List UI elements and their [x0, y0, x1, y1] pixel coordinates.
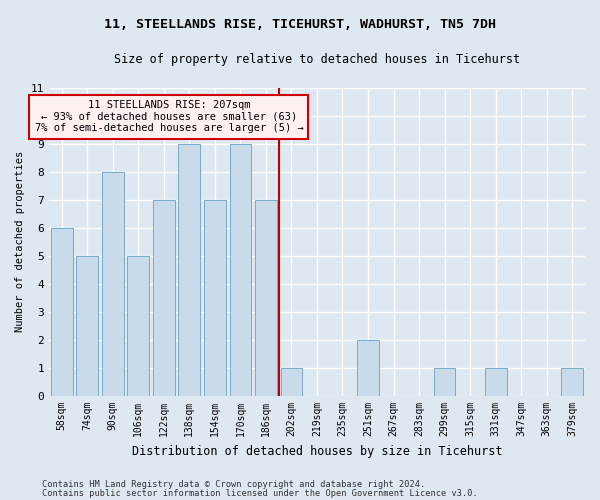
Bar: [204, 200, 226, 396]
Bar: [434, 368, 455, 396]
Bar: [281, 368, 302, 396]
Bar: [178, 144, 200, 396]
Bar: [102, 172, 124, 396]
Bar: [153, 200, 175, 396]
X-axis label: Distribution of detached houses by size in Ticehurst: Distribution of detached houses by size …: [132, 444, 502, 458]
Bar: [255, 200, 277, 396]
Bar: [127, 256, 149, 396]
Title: Size of property relative to detached houses in Ticehurst: Size of property relative to detached ho…: [114, 52, 520, 66]
Text: 11, STEELLANDS RISE, TICEHURST, WADHURST, TN5 7DH: 11, STEELLANDS RISE, TICEHURST, WADHURST…: [104, 18, 496, 30]
Bar: [562, 368, 583, 396]
Bar: [51, 228, 73, 396]
Bar: [76, 256, 98, 396]
Text: Contains public sector information licensed under the Open Government Licence v3: Contains public sector information licen…: [42, 489, 478, 498]
Bar: [230, 144, 251, 396]
Text: 11 STEELLANDS RISE: 207sqm
← 93% of detached houses are smaller (63)
7% of semi-: 11 STEELLANDS RISE: 207sqm ← 93% of deta…: [35, 100, 303, 134]
Y-axis label: Number of detached properties: Number of detached properties: [15, 151, 25, 332]
Bar: [485, 368, 506, 396]
Text: Contains HM Land Registry data © Crown copyright and database right 2024.: Contains HM Land Registry data © Crown c…: [42, 480, 425, 489]
Bar: [357, 340, 379, 396]
